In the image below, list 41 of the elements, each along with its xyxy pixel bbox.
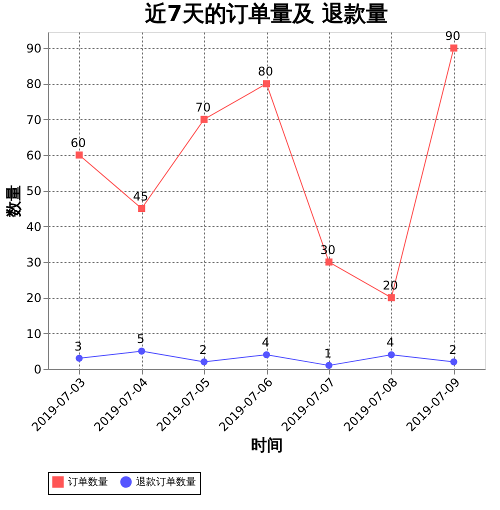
data-label: 70 <box>195 100 211 114</box>
x-axis-title: 时间 <box>251 436 283 455</box>
data-label: 45 <box>133 190 148 204</box>
data-label: 1 <box>324 346 332 360</box>
point <box>262 351 270 358</box>
legend-label: 订单数量 <box>68 476 108 488</box>
y-axis-title: 数量 <box>4 185 24 218</box>
y-tick-label: 10 <box>26 326 42 341</box>
data-label: 3 <box>74 339 82 354</box>
point <box>325 258 332 266</box>
y-tick-label: 50 <box>26 184 42 198</box>
y-tick-label: 20 <box>26 291 42 306</box>
point <box>450 44 458 52</box>
point <box>200 358 208 366</box>
data-label: 2 <box>199 342 207 357</box>
data-label: 80 <box>258 64 274 79</box>
point <box>325 362 332 369</box>
y-tick-label: 70 <box>26 112 42 127</box>
legend-label: 退款订单数量 <box>136 476 196 488</box>
y-tick-label: 60 <box>26 148 42 163</box>
data-label: 4 <box>262 336 270 350</box>
y-tick-label: 80 <box>26 77 42 92</box>
y-tick-label: 40 <box>26 220 42 234</box>
data-label: 5 <box>136 332 144 346</box>
y-tick-label: 90 <box>26 42 42 56</box>
point <box>138 348 146 355</box>
y-tick-label: 30 <box>26 256 42 270</box>
y-tick-label: 0 <box>34 362 42 376</box>
point <box>388 294 395 302</box>
data-label: 2 <box>448 342 457 357</box>
data-label: 90 <box>445 29 460 44</box>
chart-title: 近7天的订单量及 退款量 <box>144 2 388 28</box>
point <box>262 80 270 88</box>
point <box>138 204 146 212</box>
point <box>200 116 208 123</box>
data-label: 60 <box>70 136 86 150</box>
point <box>450 358 458 366</box>
point <box>76 354 83 362</box>
point <box>76 151 83 159</box>
data-label: 4 <box>386 336 394 350</box>
point <box>388 351 395 358</box>
